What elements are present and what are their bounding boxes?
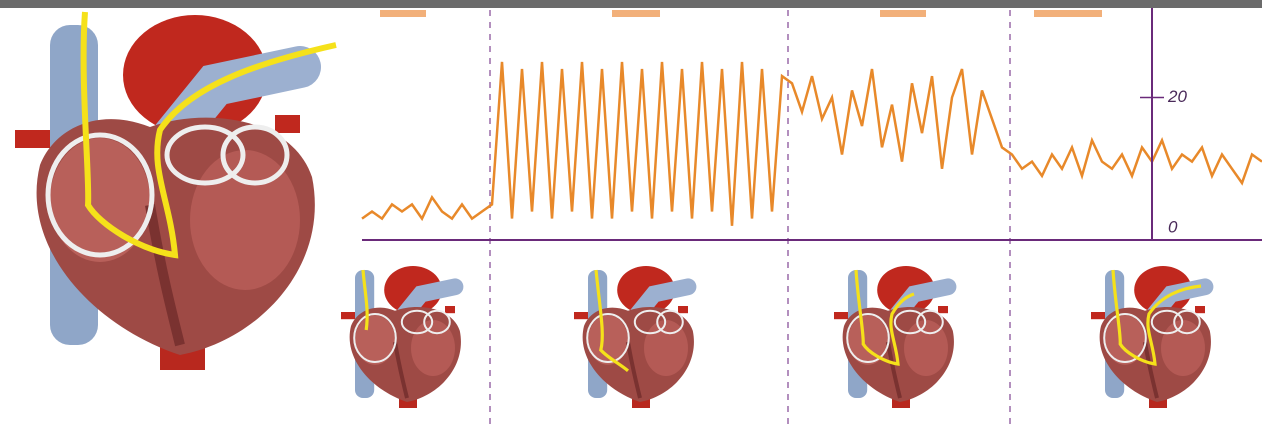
- heart-ra: [341, 266, 461, 408]
- phase-marker: [880, 10, 926, 17]
- pressure-line: [362, 62, 1262, 226]
- large-heart: [15, 12, 336, 370]
- y-tick-label: 20: [1167, 87, 1187, 106]
- plot: 0 20: [362, 8, 1262, 240]
- heart-rv: [574, 266, 694, 408]
- phase-marker: [1034, 10, 1102, 17]
- y-tick-label: 0: [1168, 217, 1178, 236]
- phase-marker: [612, 10, 660, 17]
- heart-pa: [834, 266, 954, 408]
- chart: 0 20: [0, 0, 1262, 427]
- phase-marker: [380, 10, 426, 17]
- heart-pcwp: [1091, 266, 1211, 408]
- page: 020 (() => { const data = JSON.parse(doc…: [0, 0, 1262, 427]
- top-bar: [0, 0, 1262, 8]
